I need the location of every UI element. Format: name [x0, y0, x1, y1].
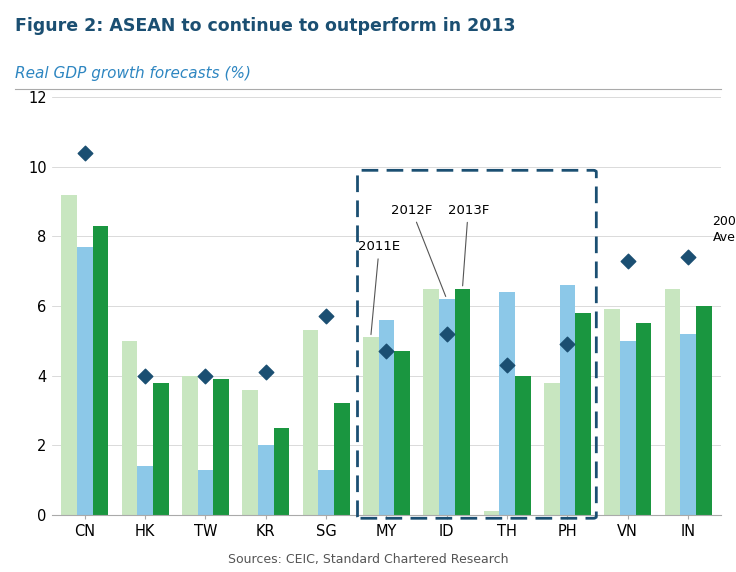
Bar — [680, 334, 696, 515]
Point — [381, 347, 392, 356]
Bar — [394, 351, 410, 515]
Text: Sources: CEIC, Standard Chartered Research: Sources: CEIC, Standard Chartered Resear… — [227, 553, 509, 566]
Bar — [484, 511, 499, 515]
Bar — [61, 194, 77, 515]
Bar — [77, 247, 93, 515]
Bar — [559, 285, 576, 515]
Text: 2012F: 2012F — [391, 204, 446, 296]
Bar — [137, 466, 153, 515]
Point — [562, 340, 573, 349]
Point — [260, 368, 272, 377]
Bar — [93, 226, 108, 515]
Bar — [334, 403, 350, 515]
Bar — [378, 320, 394, 515]
Bar — [318, 470, 334, 515]
Text: Real GDP growth forecasts (%): Real GDP growth forecasts (%) — [15, 66, 251, 81]
Bar — [153, 383, 169, 515]
Text: 2011E: 2011E — [358, 240, 400, 335]
Bar — [620, 341, 636, 515]
Text: 2013F: 2013F — [447, 204, 489, 286]
Bar — [696, 306, 712, 515]
Point — [501, 360, 513, 370]
Bar — [197, 470, 213, 515]
Text: Figure 2: ASEAN to continue to outperform in 2013: Figure 2: ASEAN to continue to outperfor… — [15, 17, 515, 35]
Point — [320, 312, 332, 321]
Bar — [544, 383, 559, 515]
Bar — [302, 331, 318, 515]
Point — [79, 148, 91, 157]
Bar — [423, 289, 439, 515]
Bar — [665, 289, 680, 515]
Text: 2000-10
Average: 2000-10 Average — [712, 215, 736, 244]
Point — [441, 329, 453, 339]
Bar — [182, 376, 197, 515]
Point — [682, 253, 694, 262]
Bar — [576, 313, 591, 515]
Bar — [515, 376, 531, 515]
Point — [622, 256, 634, 265]
Bar — [274, 428, 289, 515]
Bar — [363, 337, 378, 515]
Bar — [242, 390, 258, 515]
Point — [139, 371, 151, 380]
Bar — [121, 341, 137, 515]
Bar — [258, 445, 274, 515]
Bar — [604, 309, 620, 515]
Bar — [439, 299, 455, 515]
Point — [199, 371, 211, 380]
Bar — [499, 292, 515, 515]
Bar — [636, 323, 651, 515]
Bar — [213, 379, 229, 515]
Bar — [455, 289, 470, 515]
